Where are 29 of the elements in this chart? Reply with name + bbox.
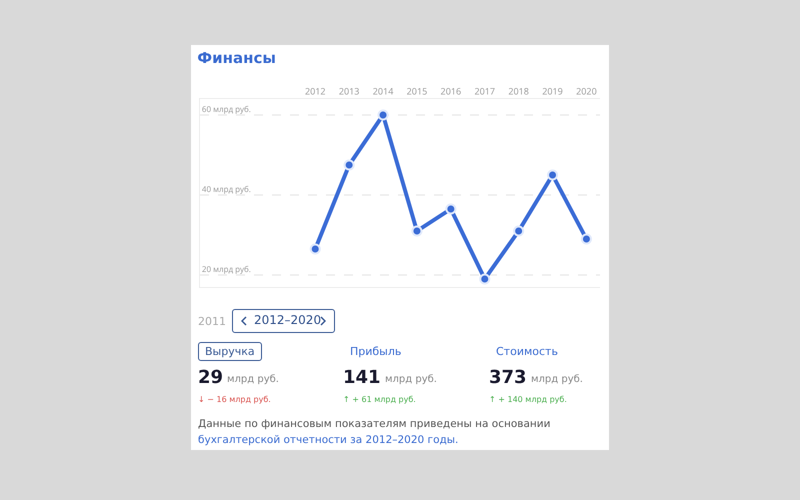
text: Данные по финансовым показателям приведены на основании xyxy=(198,418,550,430)
x-tick-label: 2019 xyxy=(542,84,563,98)
y-tick-label: 20 млрд руб. xyxy=(202,264,251,276)
text: ↑ + 140 млрд руб. xyxy=(489,395,567,404)
x-tick-label: 2017 xyxy=(474,84,496,98)
text: ↑ + 61 млрд руб. xyxy=(343,395,416,404)
text: Выручка xyxy=(198,342,262,361)
chart-title: Финансы xyxy=(197,48,276,67)
text: 373 xyxy=(489,367,527,388)
text: Прибыль xyxy=(350,345,402,358)
text: 2011 xyxy=(198,315,226,328)
x-tick-label: 2015 xyxy=(406,84,428,98)
text: 29 xyxy=(198,367,224,388)
y-tick-label: 60 млрд руб. xyxy=(202,104,251,116)
text: ↓ − 16 млрд руб. xyxy=(198,395,271,404)
text: 2012–2020 xyxy=(254,313,322,327)
text: млрд руб. xyxy=(385,374,437,385)
x-tick-label: 2020 xyxy=(576,84,597,98)
text: Стоимость xyxy=(496,345,558,358)
x-tick-label: 2018 xyxy=(508,84,529,98)
x-tick-label: 2012 xyxy=(304,84,326,98)
x-tick-label: 2016 xyxy=(440,84,462,98)
y-tick-label: 40 млрд руб. xyxy=(202,184,251,196)
text: бухгалтерской отчетности за 2012–2020 годы. xyxy=(198,434,458,446)
text: млрд руб. xyxy=(227,374,279,385)
x-tick-label: 2014 xyxy=(372,84,394,98)
text: млрд руб. xyxy=(531,374,583,385)
x-tick-label: 2013 xyxy=(338,84,360,98)
text: 141 xyxy=(343,367,381,388)
